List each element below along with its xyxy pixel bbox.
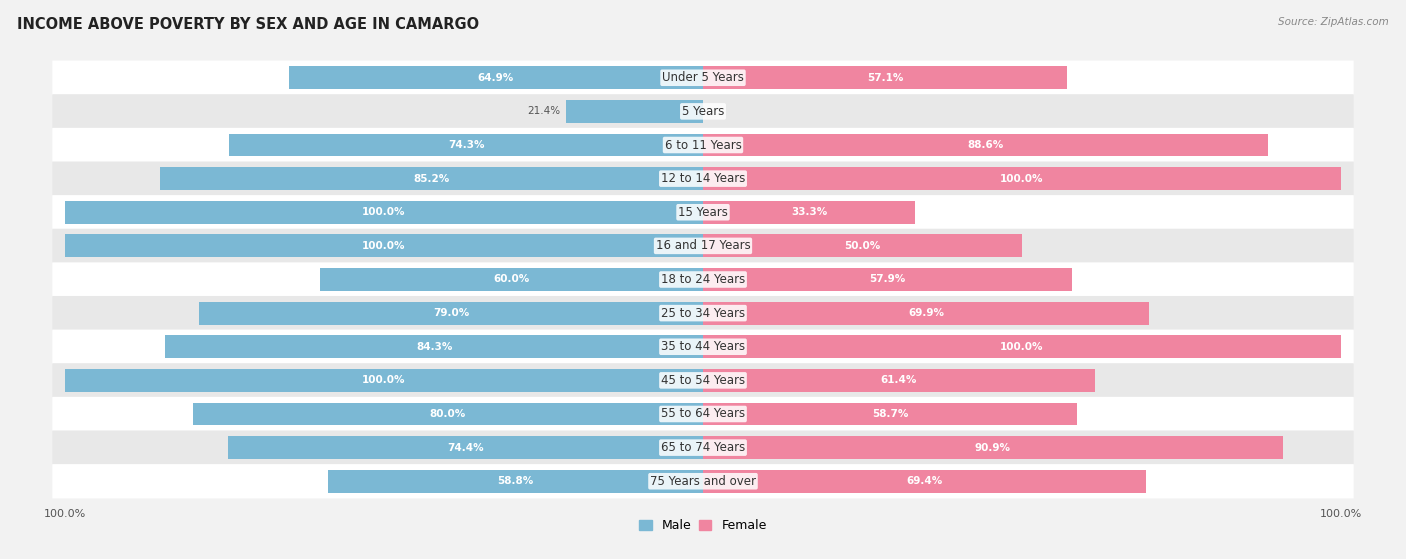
Text: 69.4%: 69.4% (907, 476, 942, 486)
Text: 60.0%: 60.0% (494, 274, 530, 285)
Bar (703, 67, 1067, 89)
FancyBboxPatch shape (52, 195, 1354, 229)
Text: 80.0%: 80.0% (430, 409, 465, 419)
Bar (65, 234, 703, 257)
Text: 45 to 54 Years: 45 to 54 Years (661, 374, 745, 387)
Bar (159, 167, 703, 190)
Bar (321, 268, 703, 291)
Text: 88.6%: 88.6% (967, 140, 1004, 150)
Text: 90.9%: 90.9% (974, 443, 1011, 453)
Text: 61.4%: 61.4% (880, 376, 917, 385)
FancyBboxPatch shape (52, 162, 1354, 196)
FancyBboxPatch shape (52, 330, 1354, 364)
Bar (703, 402, 1077, 425)
Bar (65, 369, 703, 392)
Text: 50.0%: 50.0% (845, 241, 880, 251)
Text: 5 Years: 5 Years (682, 105, 724, 118)
Bar (200, 302, 703, 325)
Text: 100.0%: 100.0% (1000, 174, 1043, 183)
Text: 55 to 64 Years: 55 to 64 Years (661, 408, 745, 420)
Text: 100.0%: 100.0% (363, 241, 406, 251)
Bar (703, 470, 1146, 492)
Text: 74.3%: 74.3% (447, 140, 484, 150)
Bar (290, 67, 703, 89)
FancyBboxPatch shape (52, 262, 1354, 297)
Text: 21.4%: 21.4% (527, 106, 560, 116)
Legend: Male, Female: Male, Female (634, 514, 772, 537)
Text: 35 to 44 Years: 35 to 44 Years (661, 340, 745, 353)
FancyBboxPatch shape (52, 363, 1354, 397)
FancyBboxPatch shape (52, 128, 1354, 162)
Bar (703, 436, 1282, 459)
Text: 64.9%: 64.9% (478, 73, 515, 83)
Bar (328, 470, 703, 492)
Text: 69.9%: 69.9% (908, 308, 943, 318)
Text: 100.0%: 100.0% (1000, 342, 1043, 352)
Text: Source: ZipAtlas.com: Source: ZipAtlas.com (1278, 17, 1389, 27)
Text: 58.8%: 58.8% (498, 476, 534, 486)
Bar (65, 201, 703, 224)
Bar (703, 335, 1341, 358)
Bar (703, 134, 1268, 157)
FancyBboxPatch shape (52, 60, 1354, 95)
Text: 74.4%: 74.4% (447, 443, 484, 453)
Text: Under 5 Years: Under 5 Years (662, 71, 744, 84)
Bar (703, 302, 1149, 325)
Text: 57.1%: 57.1% (868, 73, 903, 83)
Text: 79.0%: 79.0% (433, 308, 470, 318)
FancyBboxPatch shape (52, 94, 1354, 129)
Text: 6 to 11 Years: 6 to 11 Years (665, 139, 741, 151)
Text: 25 to 34 Years: 25 to 34 Years (661, 307, 745, 320)
FancyBboxPatch shape (52, 229, 1354, 263)
Text: 65 to 74 Years: 65 to 74 Years (661, 441, 745, 454)
Text: 100.0%: 100.0% (363, 376, 406, 385)
Text: 85.2%: 85.2% (413, 174, 450, 183)
Text: 12 to 14 Years: 12 to 14 Years (661, 172, 745, 185)
Text: 75 Years and over: 75 Years and over (650, 475, 756, 488)
Bar (703, 201, 915, 224)
Text: INCOME ABOVE POVERTY BY SEX AND AGE IN CAMARGO: INCOME ABOVE POVERTY BY SEX AND AGE IN C… (17, 17, 479, 32)
FancyBboxPatch shape (52, 296, 1354, 330)
Text: 58.7%: 58.7% (872, 409, 908, 419)
Text: 15 Years: 15 Years (678, 206, 728, 219)
FancyBboxPatch shape (52, 430, 1354, 465)
Text: 84.3%: 84.3% (416, 342, 453, 352)
FancyBboxPatch shape (52, 397, 1354, 431)
Bar (229, 134, 703, 157)
Bar (166, 335, 703, 358)
Bar (703, 369, 1095, 392)
Bar (703, 268, 1073, 291)
Text: 18 to 24 Years: 18 to 24 Years (661, 273, 745, 286)
Bar (703, 234, 1022, 257)
Text: 33.3%: 33.3% (792, 207, 827, 217)
Text: 100.0%: 100.0% (363, 207, 406, 217)
Bar (703, 167, 1341, 190)
FancyBboxPatch shape (52, 464, 1354, 499)
Text: 16 and 17 Years: 16 and 17 Years (655, 239, 751, 252)
Text: 57.9%: 57.9% (869, 274, 905, 285)
Bar (567, 100, 703, 123)
Bar (228, 436, 703, 459)
Bar (193, 402, 703, 425)
